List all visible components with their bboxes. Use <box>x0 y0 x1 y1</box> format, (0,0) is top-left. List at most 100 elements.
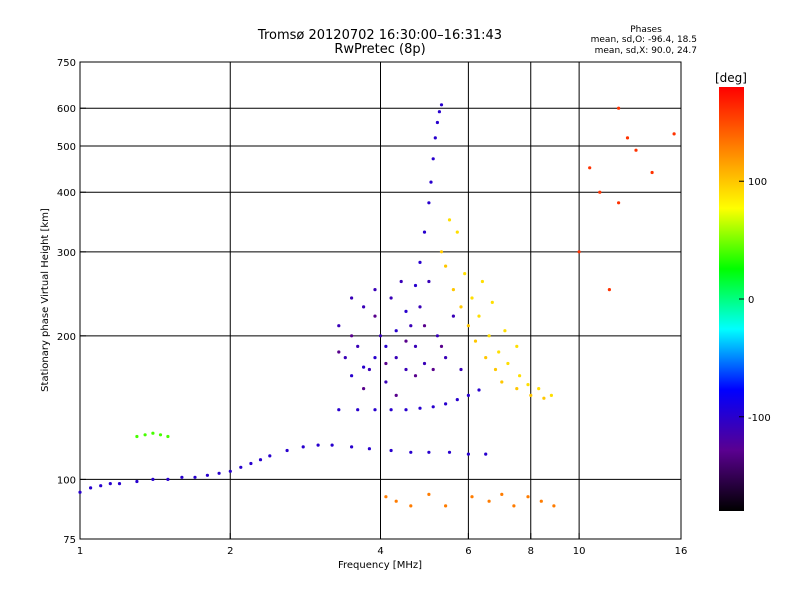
data-point <box>394 356 398 360</box>
y-axis-label: Stationary phase Virtual Height [km] <box>40 208 51 392</box>
data-point <box>404 309 408 313</box>
data-point <box>427 450 431 454</box>
data-point <box>431 157 435 161</box>
data-point <box>617 106 621 110</box>
data-point <box>444 402 448 406</box>
data-point <box>268 454 272 458</box>
data-point <box>350 374 354 378</box>
data-point <box>470 495 474 499</box>
data-point <box>180 475 184 479</box>
data-point <box>135 479 139 484</box>
grid <box>80 62 681 539</box>
data-point <box>500 380 504 384</box>
y-tick-label: 750 <box>57 58 76 69</box>
data-point <box>447 450 452 454</box>
data-point <box>239 465 243 469</box>
x-tick-label: 6 <box>465 546 471 557</box>
x-tick-label: 10 <box>573 546 586 557</box>
data-point <box>529 393 533 397</box>
data-point <box>258 458 263 462</box>
data-point <box>512 504 516 508</box>
data-point <box>108 482 112 486</box>
data-point <box>151 431 155 435</box>
data-point <box>384 495 388 499</box>
y-tick-label: 400 <box>57 188 76 199</box>
data-point <box>634 148 638 152</box>
data-point <box>549 393 554 397</box>
data-point <box>607 288 612 292</box>
data-point <box>409 450 413 454</box>
data-point <box>418 305 422 309</box>
data-point <box>330 443 334 447</box>
data-point <box>431 405 435 409</box>
data-point <box>497 350 501 354</box>
data-point <box>404 408 408 412</box>
data-point <box>362 387 366 391</box>
data-point <box>217 471 221 475</box>
data-point <box>117 482 122 486</box>
axis-ticks: 1 2 4 6 8 10 16 75 100 200 300 400 500 600 750 <box>57 58 687 557</box>
x-axis-label: Frequency [MHz] <box>338 560 422 571</box>
x-tick-label: 8 <box>528 546 534 557</box>
data-point <box>650 170 654 175</box>
data-point <box>422 361 427 366</box>
data-point <box>356 344 360 348</box>
data-point <box>617 201 621 205</box>
data-point <box>444 264 448 268</box>
x-tick-label: 2 <box>227 546 233 557</box>
data-point <box>384 361 388 366</box>
data-point <box>378 334 383 338</box>
data-point <box>451 288 455 292</box>
data-point <box>431 367 435 372</box>
data-point <box>404 367 408 372</box>
data-point <box>389 408 393 412</box>
data-point <box>389 296 393 300</box>
data-point <box>384 344 388 348</box>
data-point <box>394 499 398 503</box>
data-point <box>577 250 581 254</box>
data-point <box>484 356 488 360</box>
data-point <box>484 452 488 456</box>
data-point <box>418 260 422 264</box>
data-point <box>422 230 427 234</box>
data-point <box>350 296 354 300</box>
y-tick-label: 75 <box>63 535 76 546</box>
data-point <box>350 445 354 449</box>
colorbar-tick-label: -100 <box>748 413 771 424</box>
data-point <box>490 300 494 304</box>
data-point <box>455 230 459 234</box>
data-point <box>389 448 393 453</box>
data-point <box>166 434 170 439</box>
data-point <box>470 296 474 300</box>
data-point <box>384 380 388 384</box>
data-point <box>228 469 232 473</box>
data-point <box>437 110 441 114</box>
data-point <box>480 279 484 284</box>
data-point <box>542 396 546 400</box>
data-point <box>429 180 433 184</box>
x-tick-label: 1 <box>77 546 83 557</box>
colorbar-tick-label: 0 <box>748 295 754 306</box>
data-point <box>518 374 522 378</box>
data-point <box>343 356 347 360</box>
data-point <box>409 504 413 508</box>
data-point <box>316 443 320 447</box>
data-point <box>373 356 377 360</box>
data-point <box>205 473 209 477</box>
data-point <box>451 314 455 318</box>
data-point <box>362 365 366 369</box>
legend-line-x: mean, sd,X: 90.0, 24.7 <box>595 46 697 56</box>
data-point <box>249 461 253 466</box>
data-point <box>158 433 163 437</box>
data-point <box>598 190 602 194</box>
data-point <box>435 334 439 338</box>
data-point <box>444 356 448 360</box>
data-points <box>78 103 676 508</box>
data-point <box>301 445 305 449</box>
data-point <box>427 279 431 284</box>
data-point <box>539 499 543 503</box>
data-point <box>515 344 519 348</box>
legend-line-o: mean, sd,O: -96.4, 18.5 <box>591 35 697 45</box>
data-point <box>439 344 444 348</box>
